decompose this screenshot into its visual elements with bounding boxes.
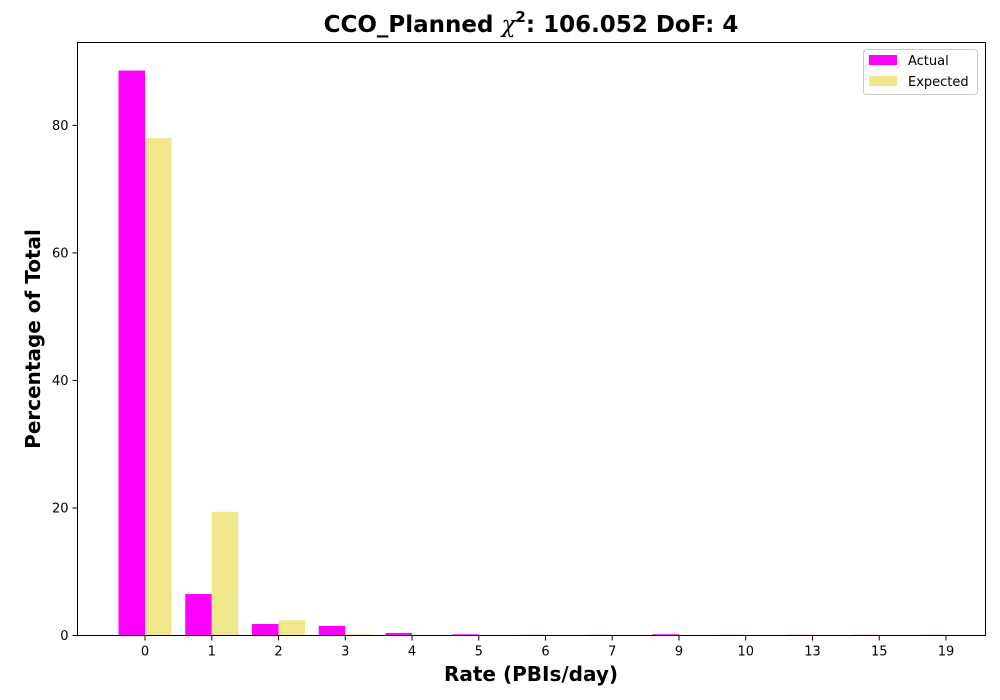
x-tick-label: 0 — [141, 645, 149, 660]
x-tick-label: 19 — [938, 645, 955, 660]
x-tick-label: 2 — [274, 645, 282, 660]
bar-actual-4 — [385, 632, 412, 636]
x-tick-label: 15 — [871, 645, 888, 660]
x-tick-label: 10 — [737, 645, 754, 660]
bar-expected-0 — [145, 138, 172, 636]
legend-swatch-actual — [869, 55, 897, 65]
y-axis-title: Percentage of Total — [21, 229, 45, 449]
chart-title: CCO_Planned χ2: 106.052 DoF: 4 — [324, 8, 739, 38]
bar-expected-2 — [278, 620, 305, 636]
x-tick-label: 9 — [675, 645, 683, 660]
y-tick-label: 40 — [52, 374, 69, 389]
y-axis: 0 20 40 60 80 — [52, 119, 78, 644]
y-tick-label: 60 — [52, 246, 69, 261]
bar-expected-1 — [211, 511, 239, 636]
bar-actual-1 — [185, 594, 212, 636]
legend-label-actual: Actual — [908, 54, 949, 69]
bar-actual-0 — [118, 70, 145, 636]
x-tick-label: 7 — [608, 645, 616, 660]
x-tick-label: 4 — [408, 645, 416, 660]
bar-actual-5 — [452, 634, 479, 636]
x-tick-label: 5 — [475, 645, 483, 660]
y-tick-label: 80 — [52, 119, 69, 134]
bars-layer — [118, 70, 946, 636]
x-tick-label: 1 — [208, 645, 216, 660]
x-tick-label: 6 — [541, 645, 549, 660]
bar-actual-9 — [652, 634, 679, 636]
plot-frame — [77, 42, 986, 636]
y-tick-label: 0 — [60, 629, 68, 644]
bar-actual-2 — [252, 624, 279, 636]
bar-expected-3 — [345, 634, 372, 636]
x-tick-label: 13 — [804, 645, 821, 660]
bar-actual-3 — [318, 625, 346, 636]
legend: Actual Expected — [863, 49, 978, 95]
y-tick-label: 20 — [52, 501, 69, 516]
x-axis: 0 1 2 3 4 5 6 7 9 10 13 15 19 — [141, 635, 955, 660]
legend-swatch-expected — [869, 76, 897, 86]
x-axis-title: Rate (PBIs/day) — [444, 662, 618, 686]
x-tick-label: 3 — [341, 645, 349, 660]
legend-label-expected: Expected — [908, 75, 969, 90]
